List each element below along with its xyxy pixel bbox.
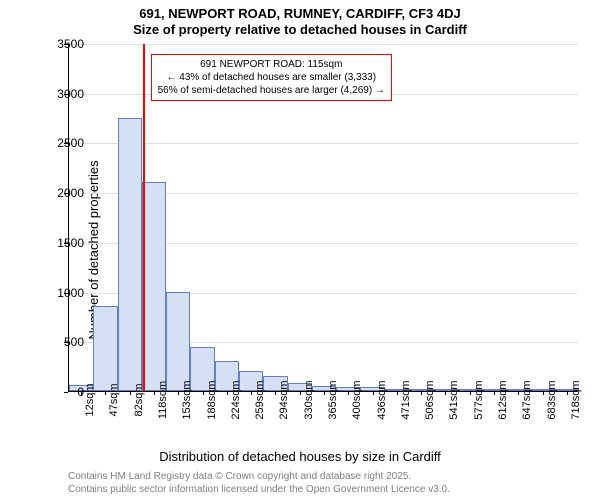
xtick-mark [470, 391, 471, 395]
xtick-mark [251, 391, 252, 395]
ytick-mark [64, 143, 68, 144]
xtick-mark [348, 391, 349, 395]
gridline [69, 44, 578, 45]
marker-line [143, 44, 145, 391]
annotation-line: 56% of semi-detached houses are larger (… [158, 84, 385, 97]
xtick-mark [518, 391, 519, 395]
xtick-label: 259sqm [254, 380, 266, 419]
ytick-mark [64, 193, 68, 194]
xtick-label: 506sqm [424, 380, 436, 419]
xtick-mark [227, 391, 228, 395]
xtick-mark [397, 391, 398, 395]
xtick-label: 12sqm [84, 383, 96, 416]
chart-title-line1: 691, NEWPORT ROAD, RUMNEY, CARDIFF, CF3 … [0, 6, 600, 21]
xtick-mark [203, 391, 204, 395]
xtick-mark [154, 391, 155, 395]
xtick-label: 612sqm [497, 380, 509, 419]
xtick-mark [275, 391, 276, 395]
xtick-label: 188sqm [206, 380, 218, 419]
chart-title-line2: Size of property relative to detached ho… [0, 22, 600, 37]
chart-container: 691, NEWPORT ROAD, RUMNEY, CARDIFF, CF3 … [0, 0, 600, 500]
xtick-label: 647sqm [521, 380, 533, 419]
ytick-mark [64, 392, 68, 393]
xtick-label: 82sqm [133, 383, 145, 416]
xtick-label: 718sqm [570, 380, 582, 419]
xtick-mark [543, 391, 544, 395]
x-axis-label: Distribution of detached houses by size … [0, 449, 600, 464]
ytick-mark [64, 293, 68, 294]
xtick-label: 118sqm [157, 381, 169, 419]
xtick-mark [105, 391, 106, 395]
xtick-mark [567, 391, 568, 395]
annotation-box: 691 NEWPORT ROAD: 115sqm← 43% of detache… [151, 54, 392, 101]
xtick-mark [178, 391, 179, 395]
xtick-mark [300, 391, 301, 395]
xtick-label: 330sqm [303, 380, 315, 419]
xtick-label: 294sqm [278, 380, 290, 419]
annotation-line: ← 43% of detached houses are smaller (3,… [158, 71, 385, 84]
attribution-text: Contains HM Land Registry data © Crown c… [68, 470, 450, 496]
histogram-bar [118, 118, 142, 391]
xtick-mark [494, 391, 495, 395]
xtick-label: 47sqm [108, 383, 120, 416]
plot-area: 691 NEWPORT ROAD: 115sqm← 43% of detache… [68, 44, 578, 392]
xtick-label: 577sqm [473, 380, 485, 419]
xtick-mark [130, 391, 131, 395]
histogram-bar [93, 306, 117, 392]
ytick-mark [64, 44, 68, 45]
xtick-mark [373, 391, 374, 395]
xtick-label: 365sqm [327, 380, 339, 419]
gridline [69, 143, 578, 144]
histogram-bar [142, 182, 166, 391]
xtick-mark [324, 391, 325, 395]
xtick-label: 683sqm [546, 380, 558, 419]
ytick-mark [64, 94, 68, 95]
xtick-label: 153sqm [181, 380, 193, 419]
xtick-label: 400sqm [351, 380, 363, 419]
ytick-mark [64, 243, 68, 244]
xtick-label: 541sqm [448, 380, 460, 419]
xtick-mark [445, 391, 446, 395]
xtick-mark [421, 391, 422, 395]
attribution-line1: Contains HM Land Registry data © Crown c… [68, 470, 450, 483]
xtick-label: 471sqm [400, 380, 412, 419]
annotation-line: 691 NEWPORT ROAD: 115sqm [158, 58, 385, 71]
xtick-label: 436sqm [376, 380, 388, 419]
ytick-mark [64, 342, 68, 343]
attribution-line2: Contains public sector information licen… [68, 483, 450, 496]
xtick-label: 224sqm [230, 380, 242, 419]
histogram-bar [166, 292, 190, 391]
